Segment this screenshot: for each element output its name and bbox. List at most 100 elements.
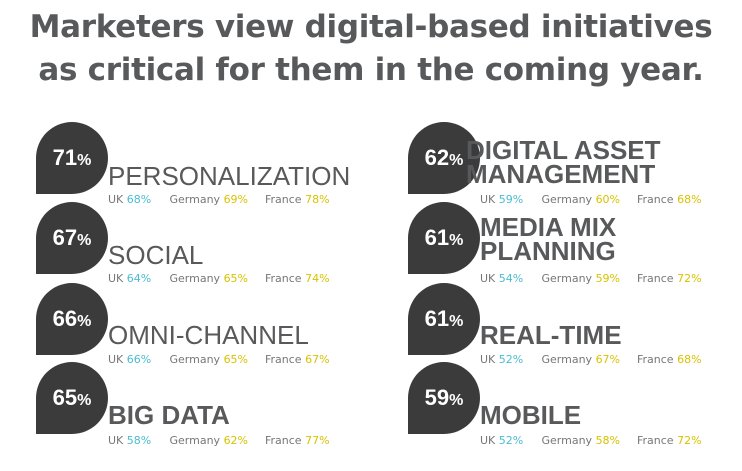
france-value: 78% [305,193,330,206]
initiative-label-line2: PLANNING [480,236,616,266]
germany-value: 59% [595,272,621,285]
uk-label: UK [108,272,124,285]
france-label: France [265,353,302,366]
initiative-label: SOCIAL [108,240,204,270]
germany-value: 58% [595,434,621,447]
uk-label: UK [480,353,496,366]
germany-value: 65% [223,272,249,285]
germany-label: Germany [169,353,221,366]
percent-value: 65 [52,385,78,410]
country-breakdown: UK 64% Germany 65% France 74% [108,272,330,285]
germany-value: 60% [595,193,621,206]
percent-sign: % [449,231,464,249]
page-title: Marketers view digital-based initiatives… [0,6,742,92]
france-stat: France 68% [637,353,702,366]
germany-stat: Germany 60% [542,193,634,206]
germany-stat: Germany 62% [170,434,262,447]
percent-value: 61 [424,306,450,331]
germany-value: 62% [223,434,249,447]
uk-label: UK [108,353,124,366]
france-label: France [637,353,674,366]
uk-stat: UK 59% [480,193,538,206]
country-breakdown: UK 52% Germany 58% France 72% [480,434,702,447]
germany-value: 67% [595,353,621,366]
percent-value: 61 [424,225,450,250]
germany-label: Germany [541,193,593,206]
country-breakdown: UK 59% Germany 60% France 68% [480,193,702,206]
stat-personalization: 71% PERSONALIZATION UK 68% Germany 69% F… [36,122,376,206]
france-stat: France 72% [637,272,702,285]
uk-stat: UK 52% [480,353,538,366]
percent-sign: % [449,391,464,409]
initiative-label-line1: MOBILE [480,400,582,430]
percent-badge: 71% [36,122,108,194]
stat-mobile: 59% MOBILE UK 52% Germany 58% France 72% [408,362,742,447]
uk-stat: UK 52% [480,434,538,447]
germany-label: Germany [541,434,593,447]
france-value: 72% [677,272,702,285]
germany-stat: Germany 58% [542,434,634,447]
uk-value: 52% [498,434,524,447]
initiative-label-line1: OMNI-CHANNEL [108,320,309,350]
country-breakdown: UK 54% Germany 59% France 72% [480,272,702,285]
uk-value: 66% [126,353,152,366]
france-stat: France 74% [265,272,330,285]
initiative-label: PERSONALIZATION [108,163,350,189]
uk-value: 59% [498,193,524,206]
germany-label: Germany [541,272,593,285]
percent-value: 66 [52,306,78,331]
france-label: France [637,193,674,206]
country-breakdown: UK 68% Germany 69% France 78% [108,193,330,206]
uk-stat: UK 68% [108,193,166,206]
germany-value: 69% [223,193,249,206]
germany-label: Germany [541,353,593,366]
initiative-label-line1: BIG DATA [108,400,230,430]
percent-sign: % [77,312,92,330]
country-breakdown: UK 52% Germany 67% France 68% [480,353,702,366]
uk-label: UK [480,434,496,447]
percent-badge: 61% [408,283,480,355]
percent-value: 62 [424,145,450,170]
title-line-1: Marketers view digital-based initiatives [29,9,713,45]
percent-badge: 61% [408,202,480,274]
initiative-label-line1: DIGITAL ASSET [466,135,661,165]
uk-label: UK [108,434,124,447]
france-stat: France 78% [265,193,330,206]
percent-sign: % [449,312,464,330]
percent-badge: 62% [408,122,480,194]
germany-stat: Germany 69% [170,193,262,206]
france-stat: France 67% [265,353,330,366]
germany-stat: Germany 67% [542,353,634,366]
germany-label: Germany [169,193,221,206]
uk-stat: UK 54% [480,272,538,285]
uk-stat: UK 66% [108,353,166,366]
title-line-2: as critical for them in the coming year. [38,52,704,88]
germany-label: Germany [169,434,221,447]
france-value: 77% [305,434,330,447]
france-label: France [265,272,302,285]
france-stat: France 77% [265,434,330,447]
initiative-label: DIGITAL ASSET MANAGEMENT [466,135,661,189]
initiative-label-line1: MEDIA MIX [480,212,617,242]
france-value: 74% [305,272,330,285]
initiative-label-line2: MANAGEMENT [466,159,656,189]
percent-badge: 66% [36,283,108,355]
percent-badge: 67% [36,202,108,274]
france-value: 68% [677,353,702,366]
germany-label: Germany [169,272,221,285]
uk-stat: UK 64% [108,272,166,285]
percent-value: 71 [52,145,78,170]
percent-badge: 59% [408,362,480,434]
uk-stat: UK 58% [108,434,166,447]
initiative-label-line1: REAL-TIME [480,320,622,350]
initiative-label-line1: SOCIAL [108,240,204,270]
uk-label: UK [480,272,496,285]
initiative-label: MOBILE [480,400,582,430]
germany-stat: Germany 59% [542,272,634,285]
country-breakdown: UK 66% Germany 65% France 67% [108,353,330,366]
france-stat: France 72% [637,434,702,447]
france-label: France [637,272,674,285]
france-value: 67% [305,353,330,366]
france-stat: France 68% [637,193,702,206]
percent-value: 67 [52,225,78,250]
